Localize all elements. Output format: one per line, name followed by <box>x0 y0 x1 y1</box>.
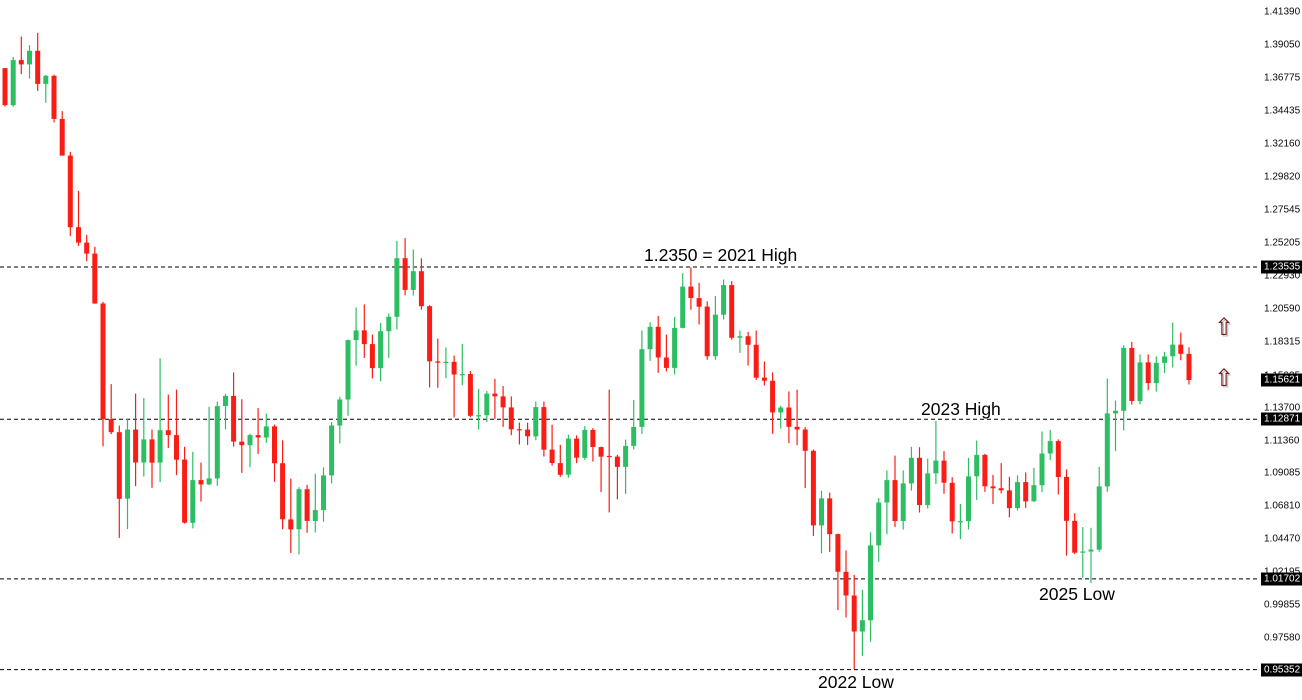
annotation-2023-high: 2023 High <box>921 399 1001 419</box>
axis-tick-label: 1.18315 <box>1264 336 1301 348</box>
annotation-2021-high: 1.2350 = 2021 High <box>644 245 798 265</box>
axis-tick-label: 0.97580 <box>1264 632 1301 644</box>
axis-tick-label: 1.02195 <box>1264 566 1300 577</box>
level-price-label: 1.23535 <box>1261 260 1302 274</box>
axis-tick-label: 1.04470 <box>1264 533 1301 545</box>
annotation-2025-low: 2025 Low <box>1039 584 1115 604</box>
axis-tick-label: 1.06810 <box>1264 500 1301 512</box>
axis-tick-label: 1.27545 <box>1264 204 1301 216</box>
axis-tick-label: 1.41390 <box>1264 6 1301 18</box>
axis-tick-label: 1.25205 <box>1264 237 1301 249</box>
up-arrow-icon: ⇧ <box>1214 313 1235 341</box>
axis-tick-label: 1.34435 <box>1264 105 1301 117</box>
up-arrow-icon: ⇧ <box>1214 364 1235 392</box>
axis-tick-label: 1.36775 <box>1264 72 1301 84</box>
annotation-2022-low: 2022 Low <box>818 672 894 692</box>
axis-tick-label: 1.39050 <box>1264 39 1301 51</box>
axis-tick-label: 0.99855 <box>1264 599 1301 611</box>
axis-tick-label: 1.11360 <box>1264 435 1300 447</box>
axis-tick-label: 1.32160 <box>1264 138 1301 150</box>
current-price-label: 1.15621 <box>1261 373 1302 387</box>
axis-tick-label: 1.13700 <box>1264 402 1301 413</box>
axis-tick-label: 1.22930 <box>1264 270 1301 282</box>
level-price-label: 1.12871 <box>1261 412 1302 426</box>
axis-tick-label: 1.20590 <box>1264 303 1301 315</box>
level-price-label: 0.95352 <box>1261 663 1302 677</box>
level-price-label: 1.01702 <box>1261 572 1302 586</box>
axis-tick-label: 1.29820 <box>1264 171 1301 183</box>
axis-tick-label: 1.09085 <box>1264 467 1301 479</box>
